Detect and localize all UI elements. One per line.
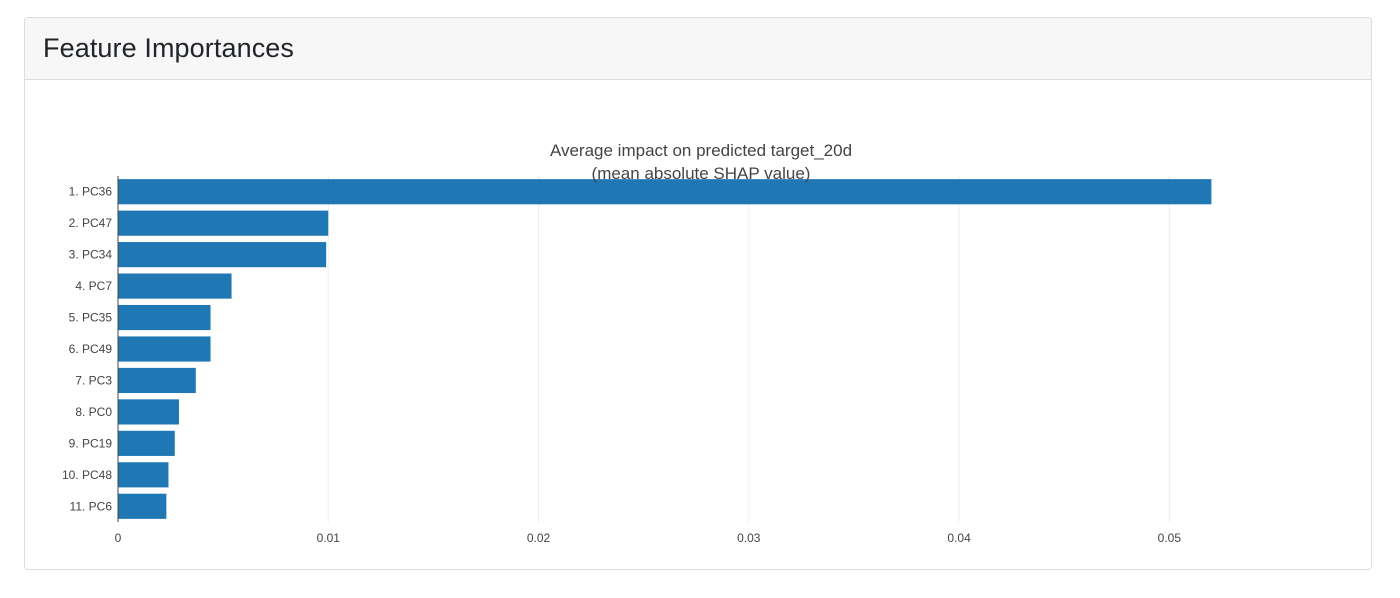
card-body: 0 0.01 0.02 0.03 0.04 0.05 1. PC36 2. PC47 3. PC… — [25, 80, 1371, 569]
card-header: Feature Importances — [25, 18, 1371, 80]
bar[interactable] — [118, 273, 232, 299]
y-tick-label: 1. PC36 — [69, 185, 113, 199]
bar[interactable] — [118, 336, 211, 362]
grid-lines — [327, 176, 1170, 522]
y-tick-label: 7. PC3 — [75, 373, 112, 387]
bar[interactable] — [118, 430, 175, 456]
y-tick-label: 10. PC48 — [62, 468, 112, 482]
x-tick-label: 0.04 — [947, 531, 971, 545]
y-tick-label: 5. PC35 — [69, 311, 113, 325]
chart-title: Average impact on predicted target_20d — [550, 141, 852, 160]
y-tick-label: 4. PC7 — [75, 279, 112, 293]
bar[interactable] — [118, 304, 211, 331]
bar[interactable] — [118, 179, 1212, 205]
chart-subtitle: (mean absolute SHAP value) — [592, 164, 811, 183]
bar[interactable] — [118, 462, 169, 488]
y-tick-label: 3. PC34 — [69, 248, 113, 262]
x-tick-label: 0 — [115, 531, 122, 545]
x-tick-label: 0.03 — [737, 531, 761, 545]
y-tick-label: 6. PC49 — [69, 342, 113, 356]
y-tick-label: 11. PC6 — [70, 499, 113, 513]
y-tick-label: 8. PC0 — [75, 405, 112, 419]
feature-importances-card: Feature Importances 0 0.01 0.02 0.03 0.04 0.0… — [24, 17, 1372, 570]
x-tick-label: 0.05 — [1158, 531, 1182, 545]
card-title: Feature Importances — [43, 33, 295, 63]
x-tick-label: 0.01 — [317, 531, 341, 545]
feature-importance-chart: 0 0.01 0.02 0.03 0.04 0.05 1. PC36 2. PC47 3. PC… — [62, 141, 1212, 545]
bar[interactable] — [118, 367, 196, 394]
y-tick-label: 9. PC19 — [69, 436, 113, 450]
y-tick-label: 2. PC47 — [69, 216, 113, 230]
bar[interactable] — [118, 242, 327, 268]
bar[interactable] — [118, 210, 329, 236]
axes: 0 0.01 0.02 0.03 0.04 0.05 1. PC36 2. PC47 3. PC… — [62, 176, 1181, 545]
x-tick-label: 0.02 — [527, 531, 551, 545]
bar[interactable] — [118, 399, 179, 425]
bar[interactable] — [118, 493, 167, 519]
bars — [118, 179, 1212, 519]
